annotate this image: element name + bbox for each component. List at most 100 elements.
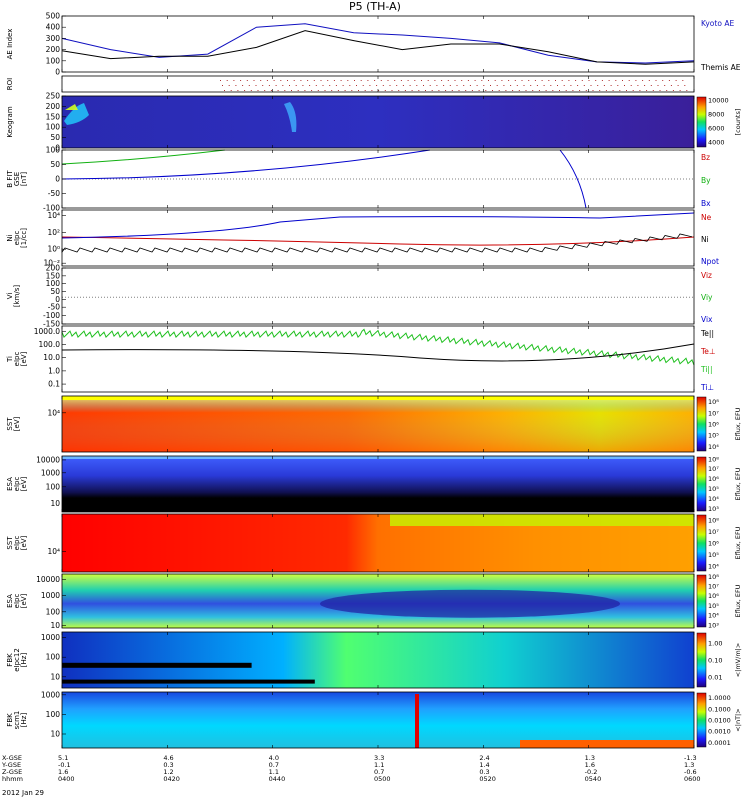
roi-dot <box>300 80 302 81</box>
panel-ylabel: ESAeIpc[eV] <box>6 476 28 491</box>
roi-dot <box>297 90 299 91</box>
roi-dot <box>490 85 491 86</box>
y-tick-label: 1000 <box>41 591 60 600</box>
esa-electron-core <box>320 589 620 618</box>
ylabel-line: GSE <box>13 172 21 186</box>
ephemeris-row-label: Y-GSE <box>1 761 21 769</box>
roi-dot <box>595 80 597 81</box>
colorbar-tick-label: 10⁴ <box>708 563 719 571</box>
colorbar <box>696 396 707 452</box>
roi-dot <box>624 85 625 86</box>
ni-line <box>61 233 693 254</box>
roi-dot <box>264 90 266 91</box>
ylabel-line: [eV] <box>20 593 28 608</box>
ephemeris-value: 1.3 <box>684 761 694 769</box>
colorbar-tick-label: 10⁵ <box>708 551 719 559</box>
roi-dot <box>411 90 413 91</box>
panel-1: ROI <box>6 75 695 93</box>
roi-dot <box>447 80 449 81</box>
ephemeris-value: 1.4 <box>479 761 489 769</box>
roi-dot <box>592 90 594 91</box>
fbk-gap-band <box>62 662 252 668</box>
y-tick-label: 100 <box>46 56 61 65</box>
roi-dot <box>555 80 556 81</box>
roi-dot <box>315 85 317 86</box>
ephemeris-value: 4.0 <box>269 754 279 762</box>
panel-ylabel: SST[eV] <box>6 416 21 431</box>
ephemeris-value: -0.2 <box>585 768 598 776</box>
roi-dot <box>684 85 686 86</box>
colorbar-tick-label: 0.1000 <box>708 705 731 713</box>
roi-dot <box>501 80 503 81</box>
roi-dot <box>498 90 500 91</box>
panel-7: SST[eV] 10⁴ 10⁸ 10⁷ 10⁶ 10⁵ 10⁴ Eflux, EFU <box>6 395 742 453</box>
roi-dot <box>463 85 465 86</box>
ephemeris-value: 0600 <box>684 775 701 783</box>
colorbar-tick-label: 1.0000 <box>708 694 731 702</box>
roi-dot <box>608 80 610 81</box>
y-tick-label: 300 <box>46 34 61 43</box>
panel-ylabel: SSTeIpc[eV] <box>6 535 28 550</box>
ylabel-line: eIpc <box>13 477 21 492</box>
panel-ylabel: FBKeIpc12[Hz] <box>6 648 28 672</box>
ylabel-line: Keogram <box>6 106 14 137</box>
ephemeris-row-label: X-GSE <box>2 754 22 762</box>
roi-markers <box>220 80 688 91</box>
roi-dot <box>630 85 632 86</box>
roi-dot <box>427 80 429 81</box>
roi-dot <box>563 85 565 86</box>
y-tick-label: 200 <box>46 45 61 54</box>
panel-3: B FITGSE[nT] 100 50 0 -50 -100 Bz By Bx <box>6 146 711 213</box>
y-tick-label: -50 <box>48 189 60 198</box>
ylabel-line: [nT] <box>20 172 28 186</box>
keogram-image <box>62 96 694 148</box>
panel-ylabel: Vi[km/s] <box>6 285 21 308</box>
colorbar-tick-label: 10³ <box>708 621 719 629</box>
roi-dot <box>561 80 563 81</box>
plot-title: P5 (TH-A) <box>349 0 401 13</box>
ephemeris-value: 0.3 <box>163 761 173 769</box>
roi-dot <box>635 80 637 81</box>
roi-dot <box>657 85 659 86</box>
roi-dot <box>476 85 478 86</box>
panel-2: Keogram25020015010050010000800060004000[… <box>6 92 742 153</box>
y-tick-label: 50 <box>50 160 60 169</box>
roi-dot <box>628 80 630 81</box>
keogram-aurora-patch <box>64 103 89 125</box>
roi-dot <box>313 80 315 81</box>
roi-dot <box>449 85 451 86</box>
ephemeris-value: 0440 <box>269 775 286 783</box>
roi-dot <box>374 80 376 81</box>
y-tick-label: 10 <box>50 621 60 630</box>
roi-dot <box>505 90 507 91</box>
legend-entry: Npot <box>701 257 719 266</box>
roi-dot <box>402 85 404 86</box>
roi-dot <box>311 90 313 91</box>
roi-dot <box>458 90 460 91</box>
roi-dot <box>632 90 634 91</box>
roi-dot <box>659 90 661 91</box>
ylabel-line: eIpc <box>13 352 21 367</box>
roi-dot <box>568 80 570 81</box>
roi-dot <box>436 85 438 86</box>
ylabel-line: ROI <box>6 78 14 90</box>
roi-dot <box>270 90 272 91</box>
y-tick-label: 1000 <box>41 468 60 477</box>
roi-dot <box>451 90 453 91</box>
panel-frame <box>61 15 695 73</box>
roi-dot <box>220 80 221 81</box>
roi-dot <box>610 85 612 86</box>
colorbar <box>696 632 707 688</box>
roi-dot <box>646 90 648 91</box>
roi-dot <box>224 90 225 91</box>
y-tick-label: 10⁴ <box>47 211 60 220</box>
roi-dot <box>668 80 670 81</box>
colorbar-tick-label: 10000 <box>708 97 729 105</box>
roi-dot <box>320 80 322 81</box>
colorbar-tick-label: 0.0010 <box>708 728 731 736</box>
roi-dot <box>485 90 487 91</box>
roi-dot <box>356 85 357 86</box>
y-tick-label: 10⁴ <box>47 408 60 417</box>
roi-dot <box>650 85 652 86</box>
